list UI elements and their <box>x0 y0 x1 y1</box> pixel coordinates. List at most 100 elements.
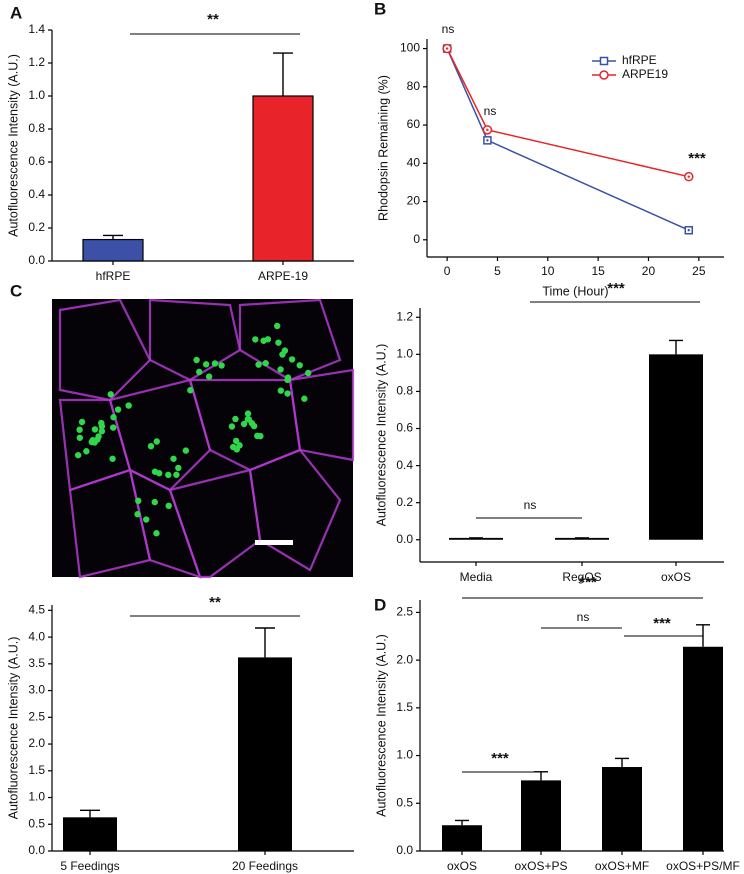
x-tick-label: Media <box>460 570 493 584</box>
panel-label: C <box>10 281 22 300</box>
bar <box>449 537 503 540</box>
y-tick-label: 0.5 <box>396 795 413 809</box>
granule <box>305 369 312 377</box>
granule <box>125 402 132 409</box>
granule <box>255 361 262 368</box>
y-tick-label: 0.0 <box>396 843 413 857</box>
x-tick-label: hfRPE <box>96 269 131 283</box>
granule <box>211 360 219 367</box>
granule <box>151 498 158 506</box>
y-tick-label: 4.0 <box>28 629 45 643</box>
y-tick-label: 0.2 <box>396 495 413 509</box>
x-tick-label: 20 <box>642 264 656 278</box>
significance-label: *** <box>653 615 671 632</box>
granule <box>240 420 248 428</box>
y-tick-label: 1.2 <box>396 309 413 323</box>
x-tick-label: oxOS <box>661 570 691 584</box>
granule <box>153 530 160 537</box>
significance-label: ns <box>577 610 590 624</box>
granule <box>284 374 292 381</box>
bar <box>238 657 292 851</box>
granule <box>98 428 106 435</box>
granule <box>279 351 286 358</box>
granule <box>244 410 252 417</box>
granule <box>288 356 296 363</box>
x-tick-label: 5 <box>494 264 501 278</box>
significance-label: *** <box>491 750 509 767</box>
y-axis-title: Autofluorescence Intensity (A.U.) <box>6 637 20 820</box>
bar <box>63 817 117 851</box>
cell-border <box>288 368 355 462</box>
x-tick-label: 0 <box>444 264 451 278</box>
micrograph <box>52 299 353 577</box>
marker-dot <box>687 175 690 178</box>
granule <box>182 447 190 454</box>
x-tick-label: oxOS+PS <box>514 859 567 873</box>
y-tick-label: 2.5 <box>28 709 45 723</box>
y-tick-label: 0.0 <box>28 253 45 267</box>
granule <box>110 414 117 421</box>
y-tick-label: 40 <box>407 155 421 169</box>
granule <box>173 471 180 478</box>
y-tick-label: 100 <box>400 41 420 55</box>
y-tick-label: 2.5 <box>396 605 413 619</box>
granule <box>232 415 239 423</box>
y-tick-label: 0.8 <box>396 384 413 398</box>
y-tick-label: 0.0 <box>396 532 413 546</box>
granule <box>236 442 243 449</box>
cell-border <box>238 298 342 382</box>
granule <box>109 455 116 462</box>
legend-marker <box>599 56 609 66</box>
granule <box>252 336 259 343</box>
y-tick-label: 1.0 <box>28 790 45 804</box>
bar <box>442 825 482 851</box>
cell-border <box>58 298 152 402</box>
granule <box>273 322 281 330</box>
y-tick-label: 0.0 <box>28 843 45 857</box>
scale-bar <box>255 540 293 545</box>
y-axis-title: Autofluorescence Intensity (A.U.) <box>374 344 388 527</box>
y-tick-label: 2.0 <box>396 652 413 666</box>
y-tick-label: 0.6 <box>396 421 413 435</box>
granule <box>94 436 101 443</box>
granule <box>187 387 194 394</box>
y-tick-label: 3.0 <box>28 683 45 697</box>
granule <box>250 422 258 430</box>
granule <box>205 373 213 380</box>
granule <box>110 424 117 431</box>
y-tick-label: 0.4 <box>396 458 413 472</box>
micrograph-detail <box>58 298 355 579</box>
granule <box>98 423 106 430</box>
y-tick-label: 0.5 <box>28 816 45 830</box>
legend-marker <box>599 70 609 80</box>
bar <box>252 95 314 262</box>
granule <box>175 464 182 472</box>
granule <box>232 437 240 445</box>
panel-label: A <box>10 3 22 22</box>
granule <box>170 455 177 462</box>
cell-border <box>248 448 342 572</box>
y-axis-title: Autofluorescence Intensity (A.U.) <box>374 634 388 817</box>
y-tick-label: 1.2 <box>28 55 45 69</box>
granule <box>301 395 308 402</box>
y-tick-label: 1.0 <box>396 347 413 361</box>
granule <box>229 443 237 451</box>
bar <box>683 646 723 851</box>
y-tick-label: 60 <box>407 117 421 131</box>
x-axis-title: Time (Hour) <box>542 284 608 298</box>
granule <box>202 361 210 368</box>
bar <box>649 354 703 540</box>
granule <box>134 511 141 518</box>
bar <box>82 238 144 262</box>
granule <box>91 426 99 433</box>
marker-dot <box>486 128 489 132</box>
granule <box>76 434 84 441</box>
granule <box>275 339 282 346</box>
panel-label: B <box>374 0 386 18</box>
x-tick-label: ARPE-19 <box>258 269 308 283</box>
granule <box>218 362 225 369</box>
y-tick-label: 3.5 <box>28 656 45 670</box>
bar <box>602 767 642 851</box>
